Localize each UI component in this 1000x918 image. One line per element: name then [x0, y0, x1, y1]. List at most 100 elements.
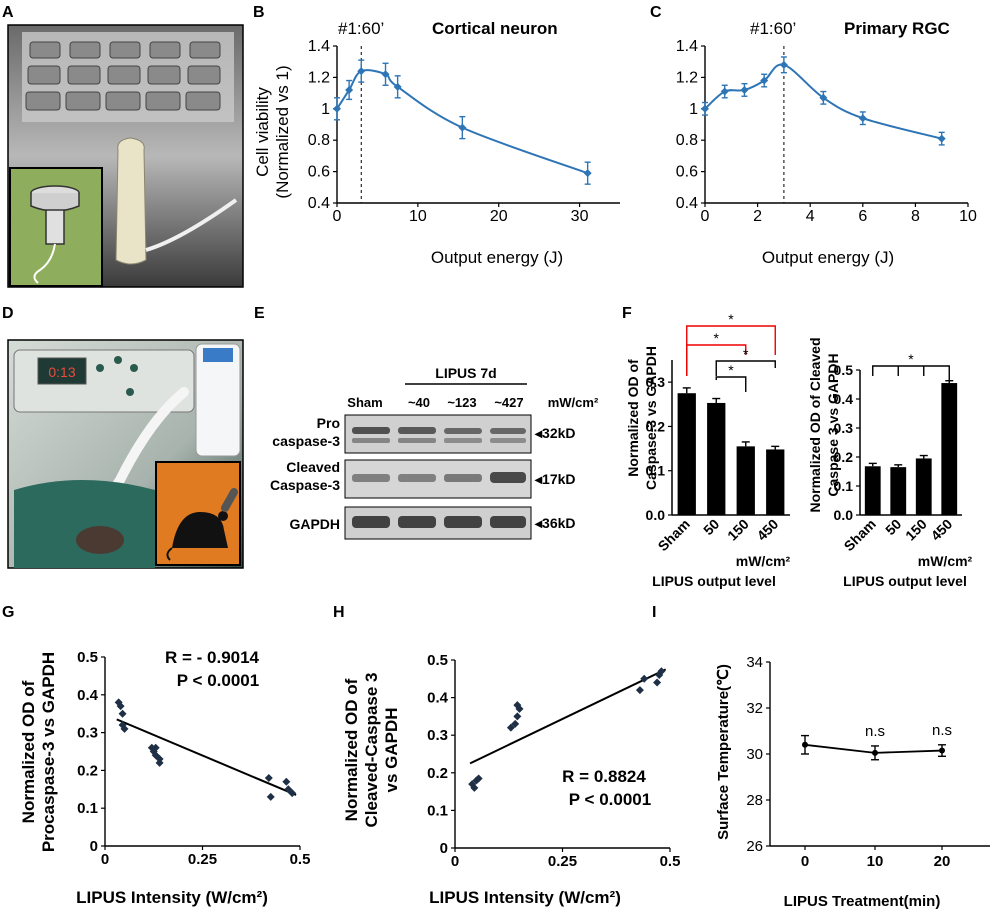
panel-e-lipus-label: LIPUS 7d — [435, 365, 496, 381]
panel-h-chart: Normalized OD of Cleaved-Caspase 3 vs GA… — [342, 652, 680, 907]
band-label-cleaved-line1: Cleaved — [286, 459, 340, 475]
panel-label-a: A — [2, 4, 14, 21]
panel-c-x-tick-label: 6 — [858, 208, 867, 225]
panel-f-right-category-label: 150 — [902, 516, 930, 544]
panel-f-right-bar — [941, 383, 958, 515]
panel-g-x-tick-label: 0.5 — [290, 851, 311, 868]
panel-f-left-bar — [766, 449, 785, 515]
panel-c-xlabel: Output energy (J) — [762, 248, 894, 267]
panel-b-data-point — [393, 82, 402, 91]
panel-g-y-tick-label: 0.3 — [77, 725, 98, 742]
blot-lane-label: ~123 — [447, 395, 476, 410]
panel-h-y-tick-label: 0.5 — [427, 652, 448, 669]
panel-f-left-category-label: 150 — [724, 516, 752, 544]
panel-c-y-tick-label: 1.2 — [676, 69, 698, 86]
panel-f-right-y-tick-label: 0.1 — [834, 478, 854, 494]
panel-g-data-point — [151, 743, 160, 752]
panel-c-data-point — [937, 134, 946, 143]
panel-f-left-category-label: 450 — [754, 516, 782, 544]
panel-f-right-y-tick-label: 0.0 — [834, 507, 854, 523]
panel-f-right-y-tick-label: 0.2 — [834, 449, 854, 465]
blot-unit-label: mW/cm² — [548, 395, 599, 410]
panel-g-y-tick-label: 0.4 — [77, 687, 99, 704]
panel-h-y-tick-label: 0 — [440, 840, 448, 857]
panel-i-xlabel: LIPUS Treatment(min) — [784, 893, 941, 910]
panel-h-data-point — [474, 774, 483, 783]
panel-label-d: D — [2, 305, 14, 322]
panel-f-left-sig-star: * — [743, 346, 749, 362]
panel-g-ylabel-1: Normalized OD of — [19, 680, 38, 823]
panel-h-data-point — [653, 678, 662, 687]
panel-f-right-ylabel-1: Normalized OD of Cleaved — [807, 337, 823, 512]
panel-b-x-tick-label: 20 — [490, 208, 508, 225]
panel-c-y-tick-label: 1.4 — [676, 38, 698, 55]
panel-g-data-point — [120, 724, 129, 733]
panel-f-right-bar — [890, 467, 907, 515]
panel-g-x-tick-label: 0 — [101, 851, 109, 868]
panel-c-data-point — [779, 60, 788, 69]
panel-f-left-bar — [736, 446, 755, 515]
panel-h-x-tick-label: 0.25 — [548, 853, 577, 870]
panel-c-data-point — [819, 93, 828, 102]
svg-text:0:13: 0:13 — [48, 364, 75, 380]
band-size-36kd: ◂36kD — [534, 515, 576, 531]
panel-h-ylabel-3: vs GAPDH — [382, 707, 401, 792]
panel-b-y-tick-label: 1.4 — [308, 38, 330, 55]
panel-c-title: Primary RGC — [844, 19, 950, 38]
panel-i-y-tick-label: 30 — [746, 746, 763, 763]
panel-b-y-tick-label: 0.6 — [308, 164, 330, 181]
panel-g-ylabel-2: Procaspase-3 vs GAPDH — [39, 652, 58, 852]
panel-f-right-bar — [915, 458, 932, 515]
panel-g-data-point — [118, 709, 127, 718]
panel-f-left-bar — [677, 393, 696, 515]
panel-c-data-point — [858, 114, 867, 123]
panel-h-data-point — [657, 667, 666, 676]
panel-f-left-y-tick-label: 0.2 — [646, 418, 666, 434]
blot-lane-label: ~40 — [408, 395, 430, 410]
panel-h-data-point — [470, 783, 479, 792]
panel-b-x-tick-label: 0 — [333, 208, 342, 225]
panel-g-data-point — [282, 777, 291, 786]
panel-b-y-tick-label: 0.8 — [308, 132, 330, 149]
panel-i-ns-label: n.s — [865, 723, 885, 740]
panel-b-title: Cortical neuron — [432, 19, 558, 38]
panel-i-x-tick-label: 20 — [934, 853, 951, 870]
panel-h-x-tick-label: 0.5 — [660, 853, 681, 870]
panel-h-ylabel-2: Cleaved-Caspase 3 — [362, 673, 381, 828]
panel-b-x-tick-label: 30 — [571, 208, 589, 225]
panel-i-data-point — [802, 741, 808, 748]
panel-c-y-tick-label: 0.4 — [676, 195, 698, 212]
panel-g-chart: Normalized OD of Procaspase-3 vs GAPDH L… — [19, 648, 310, 907]
panel-f-left-xlabel: LIPUS output level — [652, 573, 776, 589]
panel-c-data-point — [760, 76, 769, 85]
panel-f-left-bar — [707, 402, 726, 515]
band-label-gapdh: GAPDH — [289, 516, 340, 532]
panel-c-data-point — [740, 85, 749, 94]
blot-lane-label: Sham — [347, 395, 382, 410]
panel-c-data-point — [720, 87, 729, 96]
panel-b-data-point — [333, 104, 341, 113]
panel-b-data-point — [357, 67, 366, 76]
panel-c-x-tick-label: 0 — [701, 208, 710, 225]
panel-i-ns-label: n.s — [932, 722, 952, 739]
panel-f-left-sig-bracket — [715, 376, 747, 392]
panel-f-left-y-tick-label: 0.3 — [646, 374, 666, 390]
panel-h-x-tick-label: 0 — [451, 853, 459, 870]
blot-lane-label: ~427 — [494, 395, 523, 410]
panel-i-y-tick-label: 32 — [746, 700, 763, 717]
panel-f-right-sig-bracket — [872, 365, 950, 380]
panel-c-y-tick-label: 0.8 — [676, 132, 698, 149]
panel-f-right-y-tick-label: 0.5 — [834, 362, 854, 378]
panel-f-right-y-tick-label: 0.4 — [834, 391, 854, 407]
panel-h-data-point — [506, 723, 515, 732]
panel-f-right-category-label: 450 — [928, 516, 956, 544]
panel-b-data-point — [458, 123, 467, 132]
panel-label-c: C — [650, 4, 662, 21]
panel-a-photo — [7, 24, 244, 288]
panel-c-data-point — [701, 104, 709, 113]
panel-g-data-point — [264, 773, 273, 782]
panel-f-left-sig-bracket — [686, 344, 747, 376]
panel-f-right-category-label: 50 — [882, 516, 904, 538]
